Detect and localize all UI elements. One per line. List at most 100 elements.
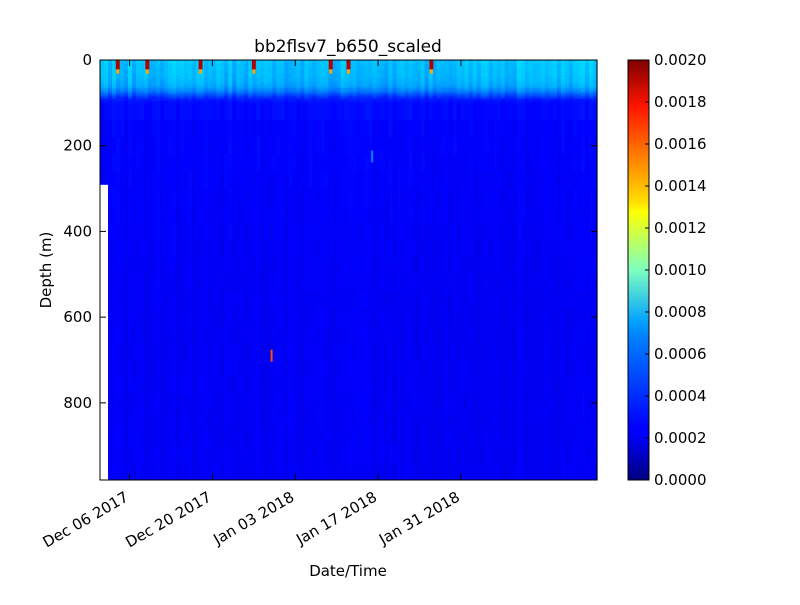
heatmap-cell: [524, 75, 530, 78]
heatmap-cell: [476, 222, 482, 241]
heatmap-cell: [232, 411, 237, 430]
heatmap-cell: [496, 72, 502, 76]
heatmap-cell: [560, 394, 566, 412]
heatmap-cell: [140, 92, 145, 95]
heatmap-cell: [384, 360, 390, 378]
heatmap-cell: [544, 96, 550, 100]
heatmap-cell: [352, 428, 358, 447]
heatmap-cell: [288, 120, 293, 138]
heatmap-cell: [476, 81, 482, 85]
heatmap-cell: [380, 87, 386, 91]
heatmap-cell: [460, 360, 466, 378]
heatmap-cell: [212, 257, 217, 275]
heatmap-cell: [156, 240, 161, 258]
heatmap-cell: [304, 100, 310, 104]
heatmap-cell: [152, 222, 157, 241]
heatmap-cell: [412, 64, 418, 67]
heatmap-cell: [548, 188, 554, 207]
heatmap-cell: [304, 62, 310, 65]
heatmap-cell: [572, 120, 578, 138]
heatmap-cell: [100, 87, 105, 91]
heatmap-cell: [188, 68, 193, 72]
heatmap-cell: [248, 171, 253, 190]
heatmap-cell: [460, 68, 466, 72]
heatmap-cell: [308, 342, 314, 361]
heatmap-cell: [432, 462, 438, 481]
heatmap-cell: [204, 325, 209, 344]
heatmap-cell: [208, 445, 213, 464]
heatmap-cell: [384, 94, 390, 97]
heatmap-cell: [540, 188, 546, 207]
heatmap-cell: [240, 291, 245, 310]
heatmap-cell: [512, 68, 518, 72]
heatmap-cell: [392, 83, 398, 87]
heatmap-cell: [360, 462, 366, 481]
heatmap-cell: [152, 92, 157, 95]
heatmap-cell: [540, 325, 546, 344]
heatmap-cell: [344, 98, 350, 102]
heatmap-cell: [464, 92, 470, 95]
heatmap-cell: [512, 70, 518, 74]
heatmap-cell: [412, 428, 418, 447]
heatmap-cell: [252, 342, 257, 361]
heatmap-cell: [204, 240, 209, 258]
heatmap-cell: [284, 154, 289, 172]
heatmap-cell: [144, 87, 149, 91]
heatmap-cell: [116, 462, 121, 481]
heatmap-cell: [364, 96, 370, 100]
heatmap-cell: [144, 257, 149, 275]
heatmap-cell: [212, 120, 217, 138]
heatmap-cell: [256, 77, 261, 80]
heatmap-cell: [456, 87, 462, 91]
heatmap-cell: [412, 87, 418, 91]
heatmap-cell: [572, 72, 578, 76]
heatmap-cell: [516, 445, 522, 464]
heatmap-cell: [508, 171, 514, 190]
heatmap-cell: [408, 240, 414, 258]
heatmap-cell: [392, 102, 398, 121]
heatmap-cell: [400, 68, 406, 72]
heatmap-cell: [460, 445, 466, 464]
heatmap-cell: [256, 102, 261, 121]
heatmap-cell: [520, 87, 526, 91]
heatmap-cell: [412, 102, 418, 121]
heatmap-cell: [524, 62, 530, 65]
heatmap-cell: [392, 81, 398, 85]
heatmap-cell: [424, 428, 430, 447]
heatmap-cell: [536, 274, 542, 292]
heatmap-cell: [240, 77, 245, 80]
heatmap-cell: [268, 66, 273, 70]
heatmap-cell: [572, 137, 578, 155]
heatmap-cell: [528, 100, 534, 104]
heatmap-cell: [276, 222, 281, 241]
heatmap-cell: [572, 102, 578, 121]
heatmap-cell: [416, 92, 422, 95]
heatmap-cell: [112, 64, 117, 67]
heatmap-cell: [476, 72, 482, 76]
heatmap-cell: [348, 222, 354, 241]
heatmap-cell: [116, 445, 121, 464]
heatmap-cell: [104, 75, 109, 78]
heatmap-cell: [492, 72, 498, 76]
heatmap-cell: [368, 60, 374, 63]
heatmap-cell: [348, 68, 354, 72]
heatmap-cell: [516, 462, 522, 481]
heatmap-cell: [332, 360, 338, 378]
heatmap-cell: [388, 360, 394, 378]
heatmap-cell: [256, 96, 261, 100]
heatmap-cell: [336, 154, 342, 172]
heatmap-cell: [380, 360, 386, 378]
heatmap-cell: [544, 81, 550, 85]
heatmap-cell: [324, 377, 330, 395]
heatmap-cell: [344, 377, 350, 395]
heatmap-cell: [464, 79, 470, 82]
heatmap-cell: [272, 171, 277, 190]
heatmap-cell: [112, 75, 117, 78]
heatmap-cell: [496, 100, 502, 104]
heatmap-cell: [468, 77, 474, 80]
heatmap-cell: [132, 274, 137, 292]
heatmap-cell: [236, 240, 241, 258]
heatmap-cell: [500, 171, 506, 190]
heatmap-cell: [544, 411, 550, 430]
heatmap-cell: [372, 325, 378, 344]
